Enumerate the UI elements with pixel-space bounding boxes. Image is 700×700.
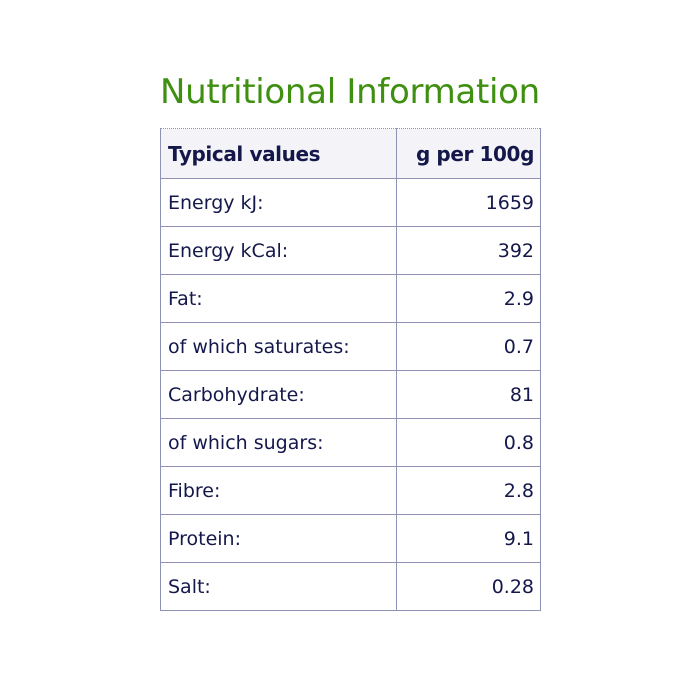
nutrient-label: of which sugars: [160,418,397,467]
nutrient-label: Protein: [160,514,397,563]
column-header-typical-values: Typical values [160,128,397,179]
table-row: Fibre: 2.8 [160,466,541,515]
table-header-row: Typical values g per 100g [160,128,541,179]
table-row: Energy kCal: 392 [160,226,541,275]
nutrient-value: 392 [396,226,541,275]
table-row: Protein: 9.1 [160,514,541,563]
nutrient-value: 0.28 [396,562,541,611]
nutrient-label: Fat: [160,274,397,323]
nutrient-value: 2.9 [396,274,541,323]
nutrient-label: of which saturates: [160,322,397,371]
nutrient-value: 81 [396,370,541,419]
nutrient-label: Fibre: [160,466,397,515]
nutrient-value: 1659 [396,178,541,227]
nutrition-table: Typical values g per 100g Energy kJ: 165… [160,128,541,611]
nutrient-value: 2.8 [396,466,541,515]
column-header-per-100g: g per 100g [396,128,541,179]
page-title: Nutritional Information [160,72,540,112]
table-row: Fat: 2.9 [160,274,541,323]
nutrient-label: Carbohydrate: [160,370,397,419]
nutrient-value: 9.1 [396,514,541,563]
nutrient-label: Energy kCal: [160,226,397,275]
nutrient-label: Salt: [160,562,397,611]
table-row: of which saturates: 0.7 [160,322,541,371]
nutrient-value: 0.7 [396,322,541,371]
table-row: Energy kJ: 1659 [160,178,541,227]
nutrient-label: Energy kJ: [160,178,397,227]
table-row: Salt: 0.28 [160,562,541,611]
table-row: of which sugars: 0.8 [160,418,541,467]
table-row: Carbohydrate: 81 [160,370,541,419]
nutrient-value: 0.8 [396,418,541,467]
